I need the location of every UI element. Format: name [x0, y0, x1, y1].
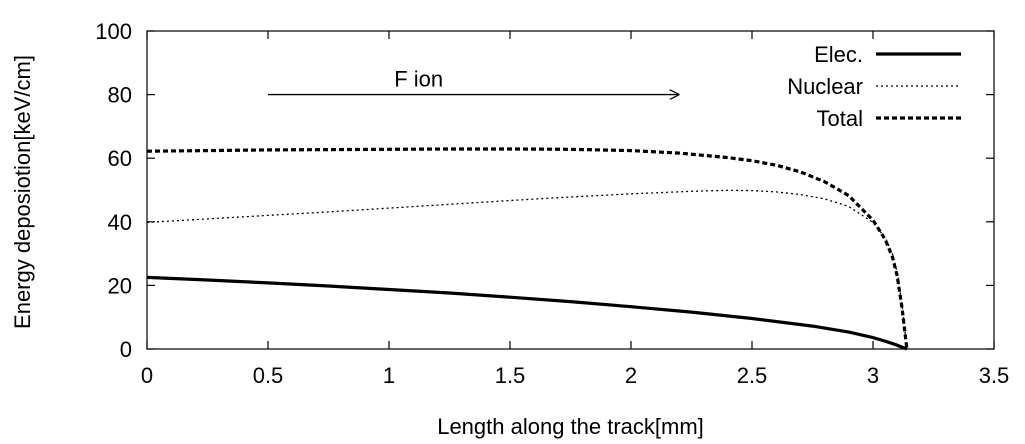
- series-line-total: [146, 147, 909, 350]
- x-tick-label: 3: [867, 363, 879, 388]
- legend-label-nuclear: Nuclear: [787, 74, 863, 99]
- series-line-elec: [146, 275, 908, 351]
- legend-label-elec: Elec.: [814, 42, 863, 67]
- x-tick-label: 0: [141, 363, 153, 388]
- y-tick-label: 80: [108, 83, 132, 108]
- annotation-label: F ion: [394, 67, 443, 92]
- y-tick-label: 60: [108, 146, 132, 171]
- x-tick-label: 2.5: [737, 363, 768, 388]
- series-lines: [146, 147, 909, 351]
- y-tick-label: 40: [108, 210, 132, 235]
- y-axis-label: Energy deposiotion[keV/cm]: [10, 55, 35, 329]
- x-tick-label: 2: [625, 363, 637, 388]
- plot-frame: [146, 30, 995, 350]
- x-tick-label: 0.5: [253, 363, 284, 388]
- legend: Elec. Nuclear Total: [787, 42, 961, 131]
- x-axis-label: Length along the track[mm]: [437, 414, 704, 439]
- y-tick-label: 100: [95, 19, 132, 44]
- axis-tick-labels: 0 0.5 1 1.5 2 2.5 3 3.5 0 20 40 60 80 100: [95, 19, 1009, 388]
- x-tick-label: 1.5: [495, 363, 526, 388]
- x-tick-label: 1: [383, 363, 395, 388]
- series-line-nuclear: [146, 189, 908, 350]
- y-tick-label: 0: [120, 337, 132, 362]
- x-tick-label: 3.5: [979, 363, 1010, 388]
- annotation: F ion: [268, 67, 680, 95]
- legend-label-total: Total: [817, 106, 863, 131]
- y-tick-label: 20: [108, 273, 132, 298]
